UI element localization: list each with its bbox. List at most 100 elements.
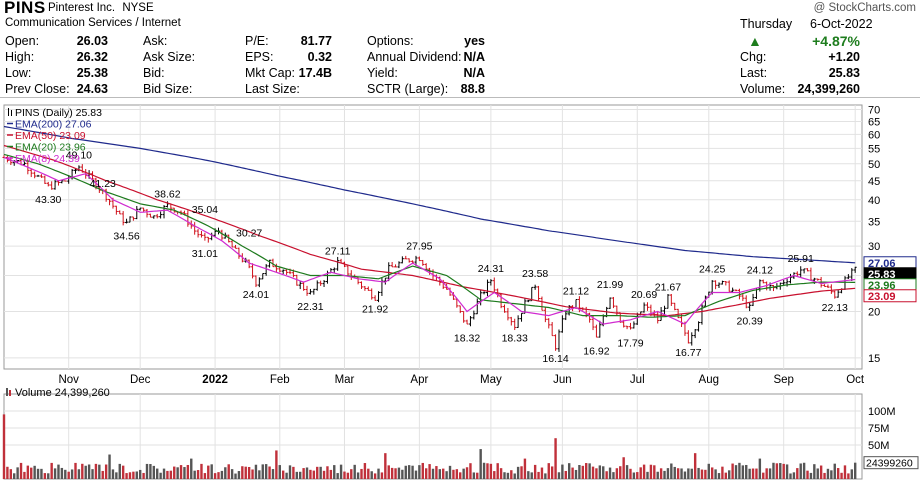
volume-bar [207,465,210,479]
x-tick-label: Oct [846,374,865,386]
volume-bar [149,464,152,479]
price-annotation: 24.01 [243,289,269,301]
volume-legend: Volume 24,399,260 [15,387,110,399]
volume-bar [731,463,734,479]
right-value-label: 23.96 [868,280,896,292]
volume-bar [836,468,840,479]
volume-bar [499,468,503,479]
quote-label: Bid: [143,66,165,80]
volume-bar [843,465,847,479]
volume-bar [101,470,104,479]
y-tick-label: 45 [868,176,880,188]
volume-bar [329,469,333,479]
volume-bar [23,471,26,479]
volume-bar [547,463,550,479]
volume-bar [74,462,77,479]
quote-value: 26.03 [76,34,108,48]
x-tick-label: Mar [335,374,355,386]
quote-row: Ask Size: [143,49,210,65]
volume-bar [156,468,159,479]
volume-bar [370,471,373,479]
volume-bar [840,472,843,479]
volume-y-tick: 100M [868,406,896,418]
volume-bar [57,464,60,479]
volume-bar [476,472,479,479]
volume-bar [316,466,319,479]
volume-bar [196,470,200,479]
quote-row: Last: 25.83 [740,65,860,81]
volume-bar [33,465,36,479]
volume-bar [527,471,530,479]
sector-label: Communication Services / Internet [5,17,181,29]
volume-bar [47,473,50,479]
quote-row: Bid: [143,65,210,81]
volume-bar [309,469,312,479]
volume-bar [200,463,203,479]
quote-row: Open: 26.03 [5,33,108,49]
y-tick-label: 30 [868,241,880,253]
volume-bar [554,438,557,479]
volume-bar [343,471,346,479]
quote-label: Yield: [367,66,398,80]
volume-bar [152,465,156,479]
quote-value: N/A [463,50,485,64]
volume-bar [465,467,469,479]
volume-bar [268,466,271,479]
volume-bar [659,468,663,479]
volume-bar [520,466,523,479]
price-annotation: 24.12 [747,264,773,276]
volume-bar [567,463,571,479]
volume-bar [241,466,244,479]
volume-bar [445,471,448,479]
y-tick-label: 60 [868,129,880,141]
volume-bar [544,473,547,479]
volume-bar [418,465,421,479]
quote-value: 25.38 [76,66,108,80]
volume-bar [602,466,605,479]
volume-bar [448,465,452,479]
volume-bar [779,463,782,479]
volume-bar [826,468,830,479]
volume-bar [717,473,721,479]
volume-bar [853,462,857,479]
volume-bar [833,463,836,479]
quote-label: EPS: [245,50,274,64]
volume-bar [571,467,574,479]
x-tick-label: Jul [630,374,645,386]
quote-row: Volume: 24,399,260 [740,81,860,97]
volume-bar [387,465,390,479]
x-tick-label: Dec [130,374,151,386]
quote-column-2: Ask: Ask Size: Bid: Bid Size: [143,33,210,97]
volume-bar [6,466,9,479]
quote-label: Bid Size: [143,82,193,96]
volume-bar [772,462,775,479]
quote-column-5: ▲ +4.87% Chg: +1.20 Last: 25.83 Volume: 24,399,… [740,33,860,97]
watermark[interactable]: @ StockCharts.com [813,2,916,14]
quote-value: 26.32 [76,50,108,64]
volume-bar [472,472,476,479]
volume-bar [108,454,111,479]
volume-bar [50,462,53,479]
volume-bar [751,468,755,479]
volume-bar [237,471,241,479]
y-tick-label: 35 [868,216,880,228]
quote-column-1: Open: 26.03 High: 26.32 Low: 25.38 Prev Close:… [5,33,108,97]
quote-value: 81.77 [300,34,332,48]
volume-bar [642,464,646,479]
volume-bar [377,468,380,479]
y-tick-label: 15 [868,353,880,365]
volume-bar [275,450,278,479]
volume-bar [482,462,486,479]
price-panel: 152025303540455055606570NovDec2022FebMar… [2,104,917,386]
ema50-line [3,144,856,317]
price-annotation: 30.27 [236,228,262,240]
volume-bar [118,463,121,479]
volume-legend-swatch [6,388,8,396]
volume-bar [738,462,741,479]
volume-bar [60,467,64,479]
volume-bar [251,469,254,479]
volume-bar [193,470,196,479]
volume-bar [469,463,472,479]
volume-bar [234,473,237,479]
